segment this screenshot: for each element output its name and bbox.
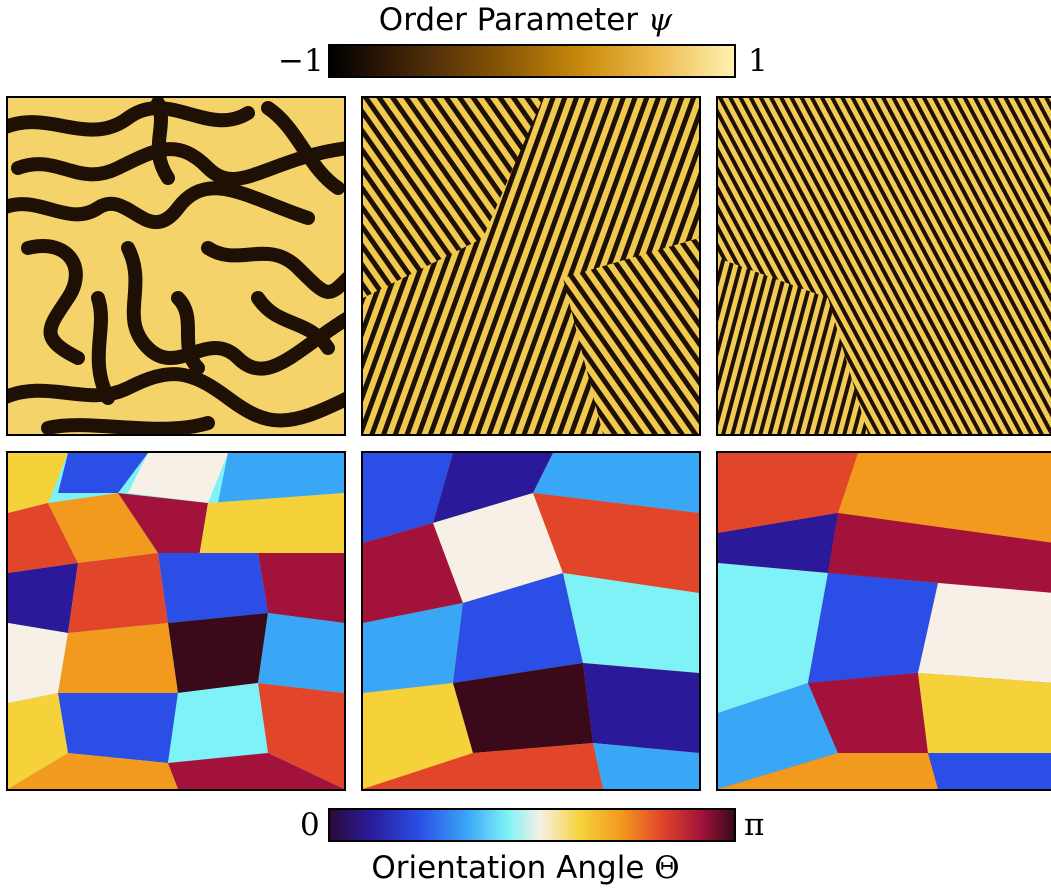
theta-max-tick: π	[744, 807, 765, 843]
psi-min-tick: −1	[278, 43, 324, 79]
theta-domains-medium	[363, 453, 699, 789]
theta-panel-1	[6, 451, 346, 791]
theta-min-tick: 0	[300, 807, 320, 843]
psi-stripes-medium	[363, 98, 699, 434]
psi-stripes-fine	[718, 98, 1051, 434]
theta-panel-3	[716, 451, 1051, 791]
psi-panel-3	[716, 96, 1051, 436]
psi-panel-1	[6, 96, 346, 436]
orientation-angle-colorbar	[328, 808, 736, 842]
order-parameter-colorbar	[328, 44, 736, 78]
psi-panel-2	[361, 96, 701, 436]
theta-symbol: Θ	[654, 850, 680, 886]
psi-symbol: ψ	[647, 2, 673, 38]
psi-max-tick: 1	[748, 43, 768, 79]
orientation-angle-title: Orientation Angle Θ	[0, 848, 1051, 888]
theta-domains-small	[8, 453, 344, 789]
theta-panel-2	[361, 451, 701, 791]
psi-stripes-coarse	[8, 98, 344, 434]
theta-domains-large	[718, 453, 1051, 789]
order-parameter-title: Order Parameter ψ	[0, 0, 1051, 40]
orientation-angle-label: Orientation Angle	[371, 850, 645, 886]
order-parameter-label: Order Parameter	[378, 2, 639, 38]
